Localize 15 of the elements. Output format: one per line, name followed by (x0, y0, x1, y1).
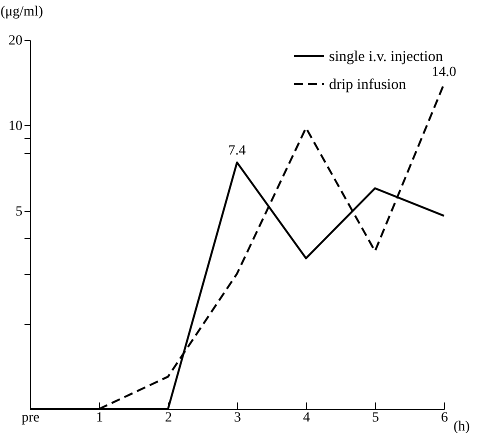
data-label: 14.0 (432, 64, 456, 80)
x-tick-label: pre (22, 410, 40, 426)
x-tick-label: 6 (441, 410, 448, 426)
x-tick-label: 2 (165, 410, 172, 426)
legend-label: single i.v. injection (329, 49, 444, 65)
legend-label: drip infusion (329, 77, 407, 93)
x-tick-label: 5 (372, 410, 379, 426)
y-tick-label: 5 (16, 204, 22, 220)
y-tick-label: 10 (8, 118, 22, 134)
x-tick-label: 3 (234, 410, 241, 426)
y-axis-title: (μg/ml) (0, 4, 44, 20)
y-tick-label: 20 (8, 34, 22, 48)
data-label: 7.4 (228, 143, 246, 158)
x-tick-label: 1 (96, 410, 103, 426)
x-tick-label: 4 (303, 410, 310, 426)
